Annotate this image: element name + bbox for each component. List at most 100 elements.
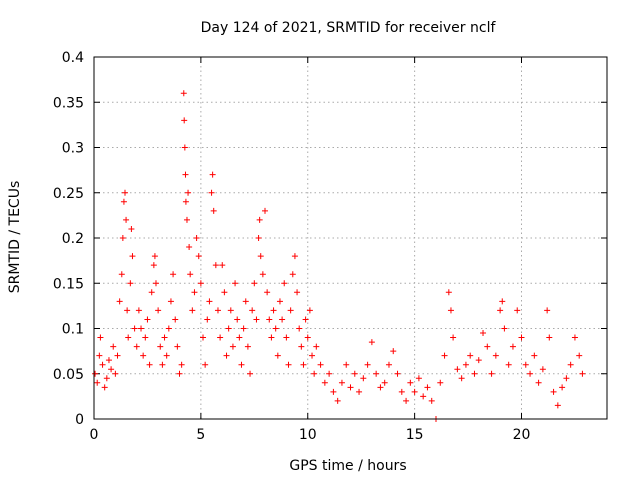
data-point <box>450 334 457 341</box>
data-point <box>313 343 320 350</box>
data-point <box>544 307 551 314</box>
data-point <box>298 343 305 350</box>
data-point <box>535 379 542 386</box>
data-point <box>330 388 337 395</box>
data-point <box>415 375 422 382</box>
y-tick-label: 0.1 <box>62 322 84 338</box>
data-point <box>447 307 454 314</box>
data-point <box>240 325 247 332</box>
data-point <box>120 198 127 205</box>
data-point <box>185 189 192 196</box>
data-point <box>127 280 134 287</box>
data-point <box>268 334 275 341</box>
x-tick-label: 20 <box>513 427 531 443</box>
data-point <box>157 343 164 350</box>
data-point <box>124 307 131 314</box>
x-tick-label: 15 <box>406 427 424 443</box>
data-point <box>94 379 101 386</box>
data-point <box>411 388 418 395</box>
x-tick-label: 10 <box>299 427 317 443</box>
y-axis-label: SRMTID / TECUs <box>7 181 23 294</box>
data-point <box>458 375 465 382</box>
data-point <box>497 307 504 314</box>
data-point <box>148 289 155 296</box>
y-tick-label: 0.4 <box>62 50 84 66</box>
data-points <box>92 90 586 422</box>
data-point <box>338 379 345 386</box>
data-point <box>183 216 190 223</box>
data-point <box>294 289 301 296</box>
data-point <box>229 343 236 350</box>
data-point <box>99 361 106 368</box>
data-point <box>123 216 130 223</box>
data-point <box>571 334 578 341</box>
data-point <box>309 352 316 359</box>
data-point <box>563 375 570 382</box>
data-point <box>326 370 333 377</box>
data-point <box>161 334 168 341</box>
data-point <box>373 370 380 377</box>
data-point <box>317 361 324 368</box>
data-point <box>428 397 435 404</box>
plot-frame <box>93 56 608 420</box>
data-point <box>364 361 371 368</box>
data-point <box>475 357 482 364</box>
data-point <box>272 325 279 332</box>
data-point <box>251 280 258 287</box>
data-point <box>356 388 363 395</box>
data-point <box>219 262 226 269</box>
data-point <box>304 334 311 341</box>
data-point <box>176 370 183 377</box>
data-point <box>206 298 213 305</box>
data-point <box>276 298 283 305</box>
data-point <box>266 316 273 323</box>
data-point <box>110 343 117 350</box>
data-point <box>256 216 263 223</box>
data-point <box>257 253 264 260</box>
data-point <box>174 343 181 350</box>
grid-lines <box>94 57 607 419</box>
data-point <box>462 361 469 368</box>
data-point <box>343 361 350 368</box>
data-point <box>227 307 234 314</box>
data-point <box>285 361 292 368</box>
data-point <box>253 316 260 323</box>
data-point <box>114 352 121 359</box>
chart-title: Day 124 of 2021, SRMTID for receiver ncl… <box>201 20 497 36</box>
data-point <box>242 298 249 305</box>
data-point <box>467 352 474 359</box>
data-point <box>279 316 286 323</box>
data-point <box>209 171 216 178</box>
x-axis-label: GPS time / hours <box>289 458 406 474</box>
data-point <box>424 384 431 391</box>
data-point <box>420 393 427 400</box>
data-point <box>238 361 245 368</box>
data-point <box>181 144 188 151</box>
data-point <box>180 90 187 97</box>
data-point <box>234 316 241 323</box>
data-point <box>210 207 217 214</box>
data-point <box>146 361 153 368</box>
data-point <box>264 289 271 296</box>
data-point <box>471 370 478 377</box>
data-point <box>191 289 198 296</box>
data-point <box>394 370 401 377</box>
x-tick-label: 5 <box>196 427 205 443</box>
data-point <box>135 307 142 314</box>
data-point <box>116 298 123 305</box>
data-point <box>484 343 491 350</box>
data-point <box>223 352 230 359</box>
data-point <box>159 361 166 368</box>
data-point <box>118 271 125 278</box>
data-point <box>527 370 534 377</box>
axis-ticks: 0 5 10 15 20 0 0.05 0.1 0.15 0.2 0.25 0.3 0.35 0.4 <box>53 50 607 443</box>
data-point <box>128 225 135 232</box>
y-tick-label: 0.2 <box>62 231 84 247</box>
data-point <box>287 307 294 314</box>
data-point <box>360 375 367 382</box>
data-point <box>103 375 110 382</box>
data-point <box>381 379 388 386</box>
data-point <box>195 253 202 260</box>
data-point <box>398 388 405 395</box>
